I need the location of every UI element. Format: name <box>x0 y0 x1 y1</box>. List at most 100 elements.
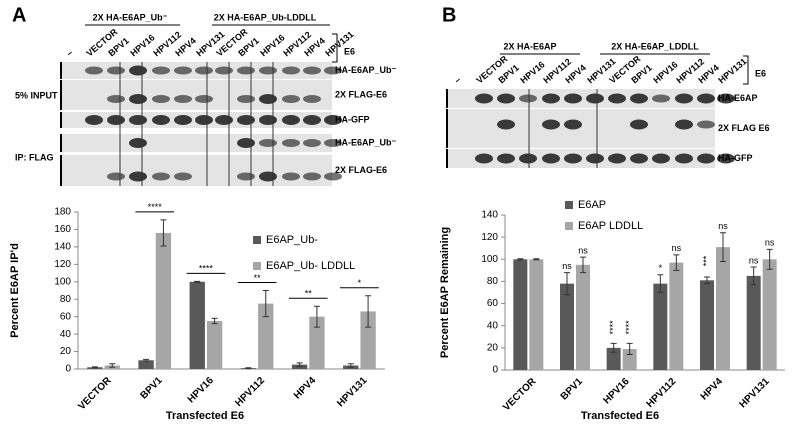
error-bar <box>720 232 726 262</box>
bar <box>606 347 621 370</box>
x-tick-label: HPV131 <box>335 375 369 409</box>
y-tick-label: 100 <box>481 254 498 265</box>
panel-letter: B <box>442 4 456 26</box>
band <box>497 93 515 104</box>
row-label: HA-E6AP_Ub⁻ <box>335 65 397 75</box>
y-tick-label: 40 <box>60 329 72 340</box>
band <box>215 66 233 75</box>
error-bar <box>610 342 617 353</box>
band <box>675 119 693 130</box>
significance: **** <box>148 202 163 212</box>
band <box>630 119 648 130</box>
band <box>282 95 300 103</box>
error-bar <box>262 290 269 318</box>
significance: **** <box>608 320 618 335</box>
blot-header: 2X HA-E6AP <box>503 41 556 51</box>
significance: ** <box>305 289 313 299</box>
row-label: 2X FLAG-E6 <box>335 165 387 175</box>
significance: *** <box>701 255 711 266</box>
band <box>259 139 277 147</box>
significance: ns <box>562 261 572 271</box>
error-bar <box>211 317 218 325</box>
y-tick-label: 140 <box>54 242 71 253</box>
blot-header: 2X HA-E6AP_LDDLL <box>611 41 699 51</box>
blot-edge <box>60 134 62 152</box>
band <box>174 172 192 181</box>
y-axis-title: Percent E6AP IP'd <box>9 243 21 338</box>
bar <box>513 259 528 370</box>
error-bar <box>245 367 252 370</box>
bar <box>309 316 325 369</box>
blot-edge <box>446 109 448 148</box>
blot-edge <box>60 62 62 79</box>
band <box>542 93 560 104</box>
y-tick-label: 60 <box>60 311 72 322</box>
blot-strip <box>60 80 332 110</box>
band <box>630 93 648 104</box>
bar <box>622 348 637 370</box>
band <box>237 115 255 125</box>
band <box>303 95 321 103</box>
bar <box>746 275 761 370</box>
error-bar <box>517 258 524 261</box>
error-bar <box>194 280 201 283</box>
blot-edge <box>60 112 62 128</box>
legend-swatch <box>253 236 261 244</box>
lane-label: – <box>452 74 462 85</box>
band <box>608 153 626 164</box>
x-tick-label: BPV1 <box>138 375 165 402</box>
band <box>652 94 670 103</box>
band <box>519 94 537 103</box>
y-tick-label: 80 <box>487 276 499 287</box>
band <box>152 66 170 75</box>
band <box>282 66 300 75</box>
lane-label: HPV16 <box>258 32 286 58</box>
significance: * <box>659 263 663 273</box>
bar <box>138 360 154 369</box>
y-tick-label: 100 <box>54 276 71 287</box>
band <box>282 139 300 147</box>
error-bar <box>347 363 354 368</box>
band <box>282 172 300 181</box>
y-tick-label: 0 <box>492 365 498 376</box>
y-tick-label: 20 <box>60 346 72 357</box>
y-axis-title: Percent E6AP Remaining <box>439 227 451 358</box>
bracket <box>332 33 338 63</box>
y-tick-label: 80 <box>60 294 72 305</box>
y-tick-label: 60 <box>487 298 499 309</box>
band <box>697 93 715 104</box>
error-bar <box>365 295 372 328</box>
lane-label: – <box>64 47 74 58</box>
significance: * <box>358 278 362 288</box>
e6-label: E6 <box>755 68 766 78</box>
bar <box>716 247 730 370</box>
y-tick-label: 0 <box>65 364 71 375</box>
significance: ** <box>254 273 262 283</box>
band <box>564 153 582 164</box>
row-label: HA-GFP <box>335 114 370 124</box>
band <box>259 115 277 125</box>
significance: ns <box>749 255 759 265</box>
error-bar <box>564 272 570 296</box>
band <box>675 153 693 164</box>
band <box>152 115 170 125</box>
error-bar <box>296 362 303 367</box>
band <box>324 139 342 147</box>
band <box>652 153 670 164</box>
band <box>497 153 515 164</box>
x-tick-label: VECTOR <box>76 375 114 413</box>
row-label: HA-GFP <box>718 153 753 163</box>
y-tick-label: 40 <box>487 320 499 331</box>
bar <box>258 303 274 369</box>
band <box>259 171 277 182</box>
band <box>107 66 125 75</box>
legend-swatch <box>253 262 261 270</box>
band <box>174 95 192 103</box>
band <box>174 66 192 75</box>
band <box>195 66 213 75</box>
blot-strip <box>60 155 332 186</box>
band <box>129 65 147 76</box>
error-bar <box>750 266 757 286</box>
row-label: 2X FLAG-E6 <box>335 89 387 99</box>
